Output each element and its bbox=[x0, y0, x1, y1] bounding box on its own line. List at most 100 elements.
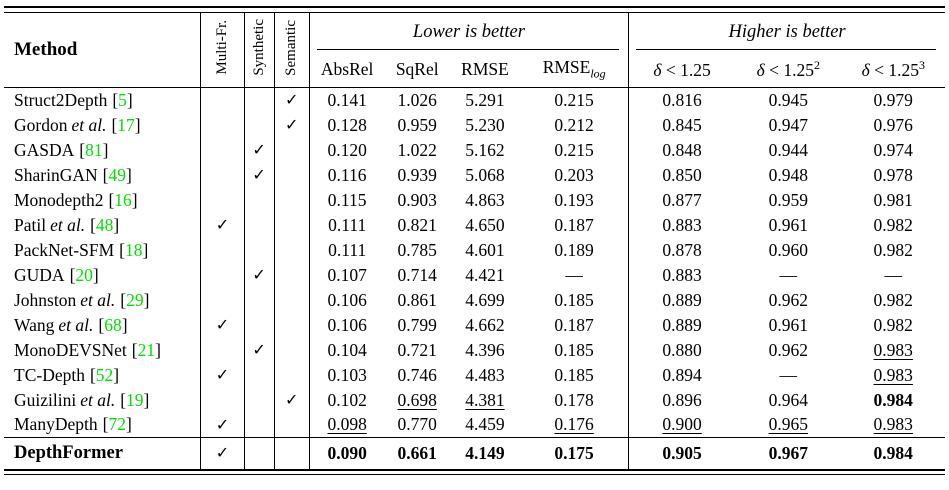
synthetic-check: ✓ bbox=[243, 162, 275, 188]
method-citation: [20] bbox=[69, 264, 99, 285]
method-name: Wang bbox=[14, 314, 55, 335]
method-name: TC-Depth bbox=[14, 364, 85, 385]
table-row: TC-Depth [52] ✓ 0.103 0.746 4.483 0.185 0… bbox=[4, 362, 945, 388]
table-row: MonoDEVSNet [21] ✓ 0.104 0.721 4.396 0.18… bbox=[4, 337, 945, 363]
method-etal: et al. bbox=[50, 214, 86, 235]
rmse-value: 4.421 bbox=[465, 264, 505, 285]
delta-125cube-header: δ < 1.253 bbox=[841, 52, 945, 88]
table-row: Guizilini et al. [19] ✓ 0.102 0.698 4.381 … bbox=[4, 387, 945, 413]
citation-link[interactable]: 48 bbox=[95, 214, 114, 235]
method-cell: GUDA [20] bbox=[4, 263, 201, 288]
method-citation: [72] bbox=[102, 414, 132, 435]
multi-frame-check bbox=[200, 237, 244, 263]
sqrel-value: 0.714 bbox=[397, 264, 437, 285]
absrel-value: 0.090 bbox=[308, 437, 385, 469]
sqrel-value: 0.861 bbox=[397, 289, 437, 310]
rmse-value: 4.662 bbox=[465, 314, 505, 335]
citation-link[interactable]: 52 bbox=[95, 364, 114, 385]
table-row: GASDA [81] ✓ 0.120 1.022 5.162 0.215 0.84… bbox=[4, 137, 945, 163]
absrel-value: 0.128 bbox=[308, 112, 385, 138]
delta-125sq-value: 0.947 bbox=[768, 114, 808, 135]
citation-link[interactable]: 5 bbox=[118, 89, 127, 110]
delta-125-value: 0.845 bbox=[628, 112, 736, 138]
rmse-value: 5.162 bbox=[465, 139, 505, 160]
sqrel-value: 0.785 bbox=[397, 239, 437, 260]
method-name: Gordon bbox=[14, 114, 68, 135]
citation-link[interactable]: 29 bbox=[126, 289, 144, 310]
sqrel-value: 0.959 bbox=[397, 114, 437, 135]
absrel-value: 0.098 bbox=[308, 412, 385, 438]
method-citation: [48] bbox=[90, 214, 120, 235]
citation-link[interactable]: 20 bbox=[75, 264, 93, 285]
semantic-check bbox=[273, 287, 310, 313]
synthetic-check bbox=[243, 237, 275, 263]
sqrel-value: 0.770 bbox=[397, 414, 437, 435]
delta-125sq-value: 0.964 bbox=[768, 389, 808, 410]
multi-frame-check bbox=[200, 112, 244, 138]
delta-125-value: 0.877 bbox=[628, 187, 736, 213]
delta-125-value: 0.883 bbox=[628, 212, 736, 238]
delta-125-value: 0.889 bbox=[628, 287, 736, 313]
delta-125sq-value: — bbox=[779, 264, 798, 285]
citation-link[interactable]: 49 bbox=[108, 164, 126, 185]
synthetic-check bbox=[243, 312, 275, 338]
method-cell: Guizilini et al. [19] bbox=[4, 388, 201, 413]
method-name: Patil bbox=[14, 214, 47, 235]
rmselog-value: 0.212 bbox=[554, 114, 594, 135]
delta-125cube-value: 0.982 bbox=[873, 239, 913, 260]
synthetic-check: ✓ bbox=[243, 137, 275, 163]
citation-link[interactable]: 72 bbox=[108, 414, 126, 435]
method-name: Johnston bbox=[14, 289, 77, 310]
citation-link[interactable]: 17 bbox=[117, 114, 135, 135]
delta-sup: 3 bbox=[918, 58, 925, 73]
citation-link[interactable]: 19 bbox=[126, 389, 144, 410]
absrel-value: 0.104 bbox=[308, 337, 385, 363]
method-citation: [17] bbox=[111, 114, 141, 135]
table-row: Patil et al. [48] ✓ 0.111 0.821 4.650 0.18… bbox=[4, 212, 945, 238]
citation-link[interactable]: 81 bbox=[85, 139, 103, 160]
citation-link[interactable]: 18 bbox=[124, 239, 143, 260]
delta-125-value: 0.848 bbox=[628, 137, 736, 163]
rmselog-value: 0.203 bbox=[554, 164, 594, 185]
delta-125sq-value: 0.945 bbox=[768, 89, 808, 110]
sqrel-value: 0.661 bbox=[384, 437, 450, 469]
sqrel-value: 0.746 bbox=[397, 364, 437, 385]
delta-125sq-value: 0.962 bbox=[768, 339, 808, 360]
rmse-value: 4.601 bbox=[465, 239, 505, 260]
delta-125-value: 0.900 bbox=[628, 412, 736, 438]
absrel-value: 0.141 bbox=[308, 87, 385, 113]
rmselog-value: 0.185 bbox=[554, 364, 594, 385]
delta-sup: 2 bbox=[813, 58, 820, 73]
rmselog-value: — bbox=[565, 264, 583, 285]
synthetic-header: Synthetic bbox=[243, 13, 275, 88]
delta-125cube-value: 0.982 bbox=[873, 214, 913, 235]
rmse-value: 5.291 bbox=[465, 89, 505, 110]
semantic-check: ✓ bbox=[273, 112, 310, 138]
citation-link[interactable]: 21 bbox=[137, 339, 156, 360]
absrel-value: 0.106 bbox=[308, 287, 385, 313]
rmselog-value: 0.176 bbox=[554, 414, 594, 435]
synthetic-check bbox=[243, 212, 275, 238]
delta-symbol: δ bbox=[653, 59, 662, 80]
synthetic-check bbox=[243, 387, 275, 413]
rmselog-header: RMSElog bbox=[520, 52, 629, 88]
method-cell: TC-Depth [52] bbox=[4, 363, 201, 388]
rmse-value: 4.650 bbox=[465, 214, 505, 235]
semantic-check bbox=[273, 162, 310, 188]
method-name: MonoDEVSNet bbox=[14, 339, 127, 360]
delta-125-value: 0.896 bbox=[628, 387, 736, 413]
multi-frame-check bbox=[200, 187, 244, 213]
multi-frame-check: ✓ bbox=[200, 437, 244, 469]
table-row: ManyDepth [72] ✓ 0.098 0.770 4.459 0.176 … bbox=[4, 412, 945, 438]
delta-125sq-value: 0.962 bbox=[768, 289, 808, 310]
rmselog-value: 0.215 bbox=[554, 89, 594, 110]
citation-link[interactable]: 68 bbox=[104, 314, 122, 335]
multi-frame-check: ✓ bbox=[200, 312, 244, 338]
rmse-value: 4.149 bbox=[449, 437, 521, 469]
delta-rest: < 1.25 bbox=[764, 59, 814, 80]
method-cell: Johnston et al. [29] bbox=[4, 288, 201, 313]
rmselog-value: 0.178 bbox=[554, 389, 594, 410]
semantic-check bbox=[273, 362, 310, 388]
delta-125-header: δ < 1.25 bbox=[628, 52, 736, 88]
citation-link[interactable]: 16 bbox=[114, 189, 132, 210]
